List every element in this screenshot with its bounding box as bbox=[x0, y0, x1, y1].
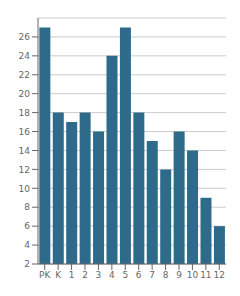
svg-text:5: 5 bbox=[122, 270, 128, 280]
svg-text:2: 2 bbox=[82, 270, 88, 280]
svg-text:6: 6 bbox=[136, 270, 142, 280]
svg-text:6: 6 bbox=[24, 221, 30, 231]
svg-text:7: 7 bbox=[149, 270, 155, 280]
svg-text:K: K bbox=[55, 270, 62, 280]
svg-text:1: 1 bbox=[69, 270, 75, 280]
svg-text:10: 10 bbox=[19, 184, 31, 194]
svg-text:4: 4 bbox=[24, 240, 30, 250]
svg-text:14: 14 bbox=[19, 146, 31, 156]
svg-text:3: 3 bbox=[96, 270, 102, 280]
svg-text:9: 9 bbox=[176, 270, 182, 280]
svg-text:PK: PK bbox=[39, 270, 51, 280]
svg-text:26: 26 bbox=[19, 32, 31, 42]
svg-text:4: 4 bbox=[109, 270, 115, 280]
svg-text:16: 16 bbox=[19, 127, 31, 137]
svg-text:8: 8 bbox=[163, 270, 169, 280]
svg-text:22: 22 bbox=[19, 70, 30, 80]
svg-text:12: 12 bbox=[19, 165, 30, 175]
svg-text:8: 8 bbox=[24, 202, 30, 212]
svg-text:2: 2 bbox=[24, 259, 30, 269]
svg-text:10: 10 bbox=[187, 270, 199, 280]
svg-text:11: 11 bbox=[200, 270, 211, 280]
svg-text:20: 20 bbox=[19, 89, 31, 99]
svg-text:24: 24 bbox=[19, 51, 31, 61]
svg-text:12: 12 bbox=[214, 270, 225, 280]
svg-text:18: 18 bbox=[19, 108, 31, 118]
